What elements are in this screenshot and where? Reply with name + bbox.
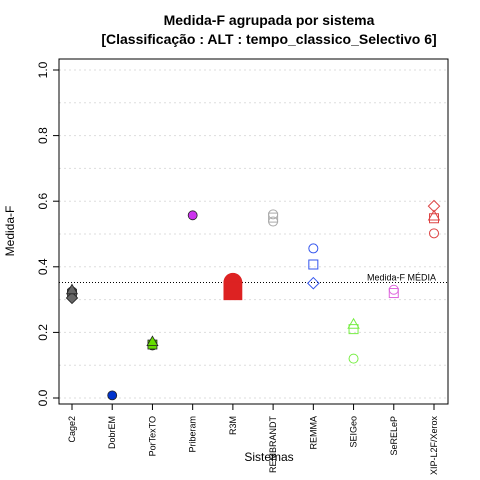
x-tick-label: SEIGeo xyxy=(349,416,359,448)
plot-area xyxy=(58,58,449,405)
data-point xyxy=(107,390,118,401)
data-point xyxy=(187,210,198,221)
x-tick-label: Priberam xyxy=(188,416,198,453)
data-point xyxy=(65,291,79,305)
data-point xyxy=(348,353,359,364)
x-axis: Cage2 DobrEM PorTexTO Priberam R3M REMBRANDT R… xyxy=(67,404,439,475)
data-point xyxy=(427,209,441,221)
data-point xyxy=(347,317,360,329)
y-tick-label: 0.0 xyxy=(36,389,50,406)
data-point xyxy=(146,335,159,347)
reference-line-label: Medida-F MÉDIA xyxy=(367,273,436,283)
x-tick-label: PorTexTO xyxy=(147,416,157,456)
y-axis-label: Medida-F xyxy=(3,206,17,257)
x-tick-label: REMMA xyxy=(308,416,318,450)
y-tick-label: 1.0 xyxy=(36,61,50,78)
y-tick-label: 0.4 xyxy=(36,258,50,275)
x-tick-label: REMBRANDT xyxy=(268,416,278,474)
x-tick-label: DobrEM xyxy=(107,416,117,449)
data-point xyxy=(65,283,79,295)
x-tick-label: R3M xyxy=(228,416,238,435)
data-point xyxy=(429,228,439,239)
data-point xyxy=(307,276,320,290)
data-point xyxy=(388,284,399,295)
data-point xyxy=(268,209,279,220)
data-points xyxy=(65,199,441,401)
chart-title: Medida-F agrupada por sistema xyxy=(164,12,375,28)
x-tick-label: SeRELeP xyxy=(389,416,399,456)
chart-subtitle: [Classificação : ALT : tempo_classico_Se… xyxy=(101,31,436,47)
y-tick-label: 0.2 xyxy=(36,324,50,341)
data-point xyxy=(308,243,319,254)
x-axis-label: Sistemas xyxy=(244,450,293,464)
x-tick-label: XIP-L2F/Xerox xyxy=(429,416,439,476)
data-point xyxy=(388,288,399,299)
y-tick-label: 0.6 xyxy=(36,193,50,210)
y-tick-label: 0.8 xyxy=(36,127,50,144)
data-point xyxy=(429,213,439,224)
data-point xyxy=(308,259,319,270)
data-point xyxy=(427,199,441,213)
y-axis: 0.0 0.2 0.4 0.6 0.8 1.0 xyxy=(36,61,59,406)
data-point xyxy=(268,212,279,223)
data-point xyxy=(223,281,243,301)
grid xyxy=(59,69,448,399)
reference-line-group: Medida-F MÉDIA xyxy=(59,273,448,284)
data-point xyxy=(348,324,359,335)
x-tick-label: Cage2 xyxy=(67,416,77,443)
